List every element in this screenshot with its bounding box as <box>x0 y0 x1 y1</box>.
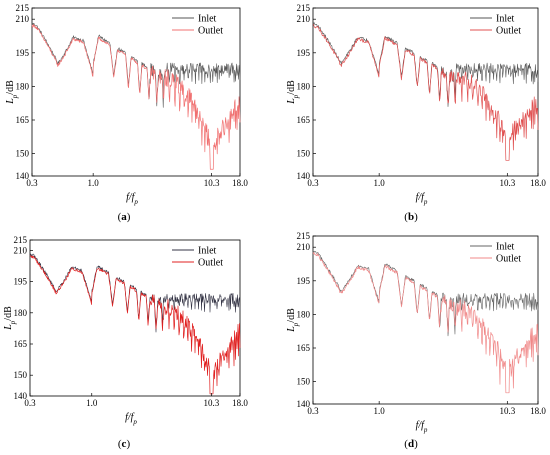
legend-label-inlet: Inlet <box>198 14 217 25</box>
panel-label: (b) <box>404 211 418 223</box>
x-tick-label: 1.0 <box>88 178 100 188</box>
x-tick-label: 0.3 <box>24 398 36 408</box>
y-tick-label: 215 <box>297 231 311 241</box>
x-tick-label: 0.3 <box>26 178 38 188</box>
y-tick-label: 150 <box>297 377 311 387</box>
x-tick-label: 10.3 <box>204 178 220 188</box>
x-tick-label: 1.0 <box>374 178 386 188</box>
x-axis-label: f/fp <box>126 192 138 206</box>
plot-frame <box>312 7 539 177</box>
y-tick-label: 165 <box>16 115 30 125</box>
legend-label-inlet: Inlet <box>198 246 217 257</box>
legend-label-outlet: Outlet <box>198 258 223 269</box>
y-tick-label: 150 <box>16 149 30 159</box>
x-tick-label: 1.0 <box>374 406 386 416</box>
y-tick-label: 165 <box>297 115 311 125</box>
plot-frame <box>31 7 241 177</box>
y-axis-label: Lp/dB <box>3 306 17 331</box>
y-tick-label: 195 <box>14 277 28 287</box>
y-tick-label: 140 <box>297 399 311 409</box>
series-line-outlet <box>29 255 241 395</box>
panel-label: (c) <box>118 438 131 450</box>
y-tick-label: 215 <box>14 235 28 245</box>
y-tick-label: 210 <box>14 245 28 255</box>
legend-label-outlet: Outlet <box>198 26 223 37</box>
y-tick-label: 180 <box>16 81 30 91</box>
y-tick-label: 165 <box>297 343 311 353</box>
series-line-outlet <box>312 252 539 394</box>
y-tick-label: 140 <box>14 391 28 401</box>
y-axis-label: Lp/dB <box>286 308 300 333</box>
y-axis-label: Lp/dB <box>5 80 19 105</box>
x-tick-label: 0.3 <box>307 406 319 416</box>
y-tick-label: 140 <box>297 171 311 181</box>
x-tick-label: 18.0 <box>530 406 546 416</box>
y-tick-label: 180 <box>14 308 28 318</box>
y-tick-label: 215 <box>16 3 30 13</box>
x-axis-label: f/fp <box>416 192 428 206</box>
x-tick-label: 0.3 <box>307 178 319 188</box>
x-tick-label: 10.3 <box>499 406 515 416</box>
x-tick-label: 1.0 <box>86 398 98 408</box>
x-tick-label: 18.0 <box>530 178 546 188</box>
plot-frame <box>29 239 241 397</box>
series-line-outlet <box>312 24 539 161</box>
panel-label: (a) <box>118 211 131 223</box>
y-tick-label: 195 <box>16 48 30 58</box>
y-tick-label: 180 <box>297 81 311 91</box>
legend-label-inlet: Inlet <box>496 242 515 253</box>
x-axis-label: f/fp <box>125 412 137 426</box>
y-tick-label: 215 <box>297 3 311 13</box>
panel-label: (d) <box>404 438 418 450</box>
x-tick-label: 10.3 <box>203 398 219 408</box>
y-tick-label: 210 <box>16 14 30 24</box>
x-axis-label: f/fp <box>416 420 428 434</box>
x-tick-label: 18.0 <box>232 178 248 188</box>
x-tick-label: 18.0 <box>232 398 248 408</box>
y-tick-label: 165 <box>14 339 28 349</box>
legend-label-outlet: Outlet <box>496 254 521 265</box>
y-axis-label: Lp/dB <box>286 80 300 105</box>
legend-label-outlet: Outlet <box>496 26 521 37</box>
plot-frame <box>312 235 539 405</box>
series-line-outlet <box>31 24 241 170</box>
y-tick-label: 210 <box>297 14 311 24</box>
y-tick-label: 140 <box>16 171 30 181</box>
y-tick-label: 150 <box>297 149 311 159</box>
x-tick-label: 10.3 <box>499 178 515 188</box>
legend-label-inlet: Inlet <box>496 14 515 25</box>
y-tick-label: 180 <box>297 309 311 319</box>
y-tick-label: 210 <box>297 242 311 252</box>
y-tick-label: 195 <box>297 48 311 58</box>
y-tick-label: 150 <box>14 370 28 380</box>
y-tick-label: 195 <box>297 276 311 286</box>
